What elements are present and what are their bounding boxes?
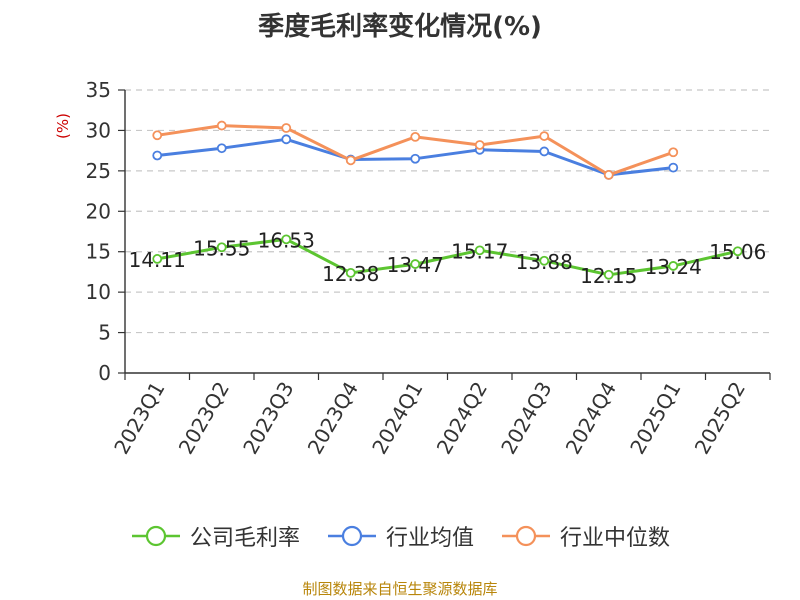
x-tick-label: 2025Q2 — [690, 378, 750, 459]
data-point — [539, 131, 550, 141]
data-point — [216, 242, 227, 253]
x-tick-label: 2023Q2 — [174, 378, 234, 459]
data-point — [668, 147, 679, 158]
data-point — [152, 130, 163, 141]
data-point — [345, 267, 356, 278]
y-unit-label: (%) — [54, 113, 72, 139]
data-point — [474, 245, 485, 256]
chart-title: 季度毛利率变化情况(%) — [258, 12, 542, 42]
legend-item[interactable]: 行业中位数 — [500, 520, 670, 552]
grid-lines — [125, 89, 770, 334]
data-point — [474, 140, 485, 150]
data-label: 15.06 — [709, 240, 766, 264]
data-point — [216, 120, 227, 131]
y-tick-label: 20 — [86, 199, 111, 223]
data-point — [668, 261, 679, 271]
data-point — [539, 255, 550, 266]
x-tick-label: 2023Q1 — [109, 378, 169, 459]
data-point — [281, 123, 292, 133]
x-tick-label: 2024Q1 — [367, 378, 427, 459]
data-point — [539, 146, 550, 157]
legend-marker-icon — [502, 525, 550, 547]
data-point — [603, 269, 614, 280]
legend-marker-icon — [131, 525, 180, 547]
series-lines — [152, 120, 743, 280]
legend-label: 行业均值 — [385, 526, 474, 551]
source-note: 制图数据来自恒生聚源数据库 — [302, 580, 498, 598]
legend-item[interactable]: 公司毛利率 — [130, 520, 300, 552]
data-point — [216, 143, 227, 154]
data-point — [152, 254, 163, 264]
x-tick-label: 2024Q2 — [432, 378, 492, 459]
y-tick-label: 25 — [86, 159, 111, 183]
x-tick-label: 2024Q4 — [561, 378, 621, 459]
data-point — [410, 153, 421, 164]
legend-label: 公司毛利率 — [189, 526, 300, 551]
data-point — [345, 155, 356, 166]
y-tick-label: 10 — [86, 280, 111, 304]
data-label: 15.17 — [451, 239, 508, 263]
data-point — [281, 234, 292, 245]
data-point — [410, 131, 421, 142]
data-label: 13.88 — [516, 250, 573, 274]
y-tick-label: 15 — [86, 240, 111, 264]
x-tick-label: 2023Q3 — [238, 378, 298, 459]
data-point — [668, 162, 679, 173]
x-tick-label: 2024Q3 — [496, 378, 556, 459]
data-labels: 14.11 15.55 16.53 12.38 13.47 15.17 13.88 12.15… — [129, 228, 767, 287]
legend-label: 行业中位数 — [560, 526, 671, 551]
data-label: 16.53 — [258, 228, 315, 252]
data-label: 13.24 — [645, 255, 702, 279]
data-point — [410, 259, 421, 269]
legend: 公司毛利率 行业均值 行业中位数 — [0, 520, 800, 552]
legend-marker-icon — [327, 525, 376, 547]
data-point — [732, 246, 743, 257]
x-tick-label: 2025Q1 — [625, 378, 685, 459]
data-label: 13.47 — [387, 253, 444, 277]
data-label: 14.11 — [129, 248, 186, 272]
data-label: 12.38 — [322, 262, 379, 286]
data-label: 12.15 — [580, 264, 637, 288]
data-point — [603, 169, 614, 180]
y-tick-label: 35 — [86, 78, 111, 102]
series-line — [157, 237, 739, 277]
y-tick-label: 30 — [86, 118, 111, 142]
y-tick-label: 0 — [98, 361, 111, 385]
legend-item[interactable]: 行业均值 — [326, 520, 474, 552]
y-tick-label: 5 — [98, 321, 111, 345]
data-label: 15.55 — [193, 236, 250, 260]
data-point — [152, 150, 163, 161]
data-point — [281, 134, 292, 145]
x-tick-label: 2023Q4 — [303, 378, 363, 459]
